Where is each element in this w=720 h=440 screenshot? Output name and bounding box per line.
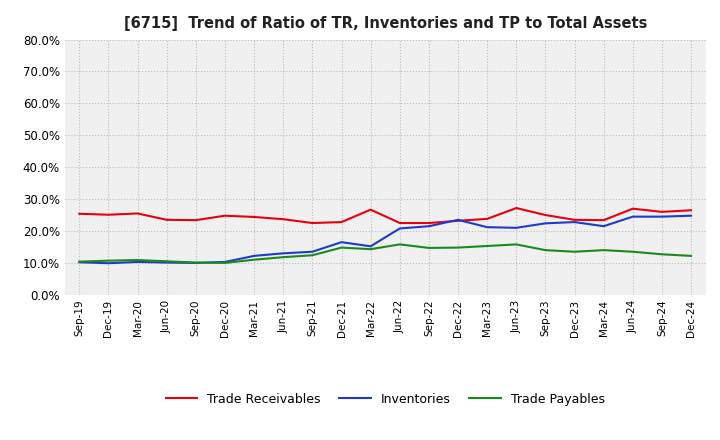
Inventories (75, 260, 84, 265)
Trade Receivables (250, 214, 258, 220)
Inventories (279, 251, 287, 256)
Trade Payables (133, 257, 142, 263)
Trade Payables (308, 253, 317, 258)
Trade Receivables (279, 216, 287, 222)
Trade Receivables (220, 213, 229, 218)
Trade Payables (75, 259, 84, 264)
Trade Payables (279, 254, 287, 260)
Trade Payables (395, 242, 404, 247)
Trade Payables (250, 257, 258, 262)
Trade Receivables (192, 217, 200, 223)
Trade Receivables (133, 211, 142, 216)
Trade Payables (657, 252, 666, 257)
Inventories (425, 224, 433, 229)
Inventories (308, 249, 317, 254)
Trade Receivables (629, 206, 637, 211)
Trade Receivables (395, 220, 404, 226)
Inventories (599, 224, 608, 229)
Trade Receivables (425, 220, 433, 226)
Line: Trade Receivables: Trade Receivables (79, 208, 691, 223)
Trade Receivables (570, 217, 579, 223)
Legend: Trade Receivables, Inventories, Trade Payables: Trade Receivables, Inventories, Trade Pa… (161, 388, 610, 411)
Trade Payables (483, 243, 492, 249)
Trade Receivables (163, 217, 171, 223)
Trade Payables (192, 260, 200, 265)
Inventories (657, 214, 666, 219)
Title: [6715]  Trend of Ratio of TR, Inventories and TP to Total Assets: [6715] Trend of Ratio of TR, Inventories… (124, 16, 647, 32)
Trade Payables (220, 260, 229, 266)
Trade Payables (366, 246, 375, 252)
Trade Receivables (337, 220, 346, 225)
Inventories (250, 253, 258, 259)
Trade Receivables (599, 217, 608, 223)
Trade Payables (570, 249, 579, 254)
Inventories (104, 260, 113, 266)
Trade Payables (512, 242, 521, 247)
Trade Receivables (483, 216, 492, 221)
Trade Payables (541, 247, 550, 253)
Trade Receivables (541, 213, 550, 218)
Trade Payables (163, 259, 171, 264)
Inventories (192, 260, 200, 266)
Line: Inventories: Inventories (79, 216, 691, 263)
Inventories (454, 217, 462, 223)
Trade Payables (337, 245, 346, 250)
Line: Trade Payables: Trade Payables (79, 244, 691, 263)
Trade Receivables (75, 211, 84, 216)
Inventories (395, 226, 404, 231)
Trade Receivables (512, 205, 521, 211)
Trade Receivables (366, 207, 375, 212)
Trade Receivables (454, 218, 462, 224)
Trade Receivables (687, 208, 696, 213)
Inventories (366, 244, 375, 249)
Trade Receivables (308, 220, 317, 226)
Inventories (220, 259, 229, 264)
Inventories (163, 260, 171, 265)
Inventories (133, 259, 142, 264)
Inventories (483, 224, 492, 230)
Inventories (512, 225, 521, 231)
Inventories (687, 213, 696, 218)
Inventories (629, 214, 637, 219)
Trade Payables (599, 247, 608, 253)
Trade Payables (104, 258, 113, 263)
Trade Payables (454, 245, 462, 250)
Trade Payables (687, 253, 696, 259)
Inventories (541, 221, 550, 226)
Inventories (337, 239, 346, 245)
Trade Payables (629, 249, 637, 254)
Trade Receivables (657, 209, 666, 215)
Trade Receivables (104, 212, 113, 217)
Trade Payables (425, 245, 433, 250)
Inventories (570, 220, 579, 225)
